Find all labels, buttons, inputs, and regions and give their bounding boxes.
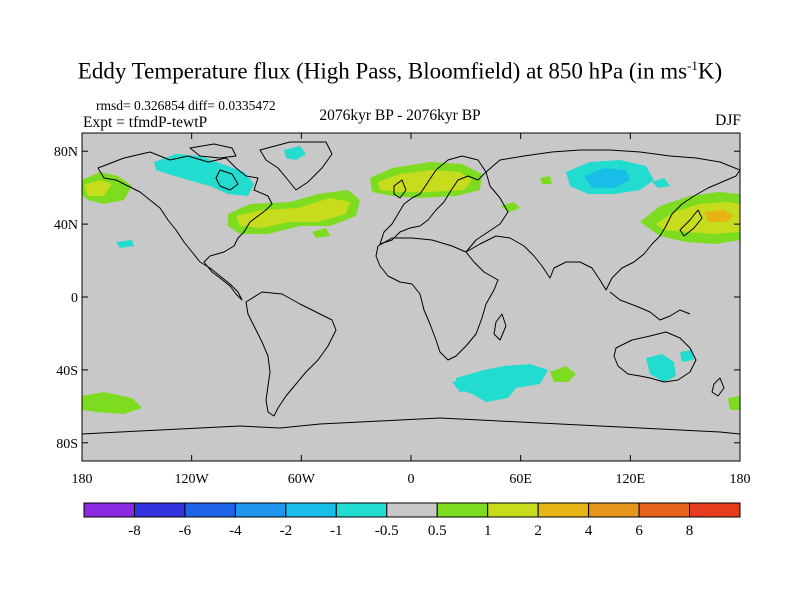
colorbar-swatch [588,502,640,518]
positive-region-southern-ocean-west [82,392,142,414]
colorbar-label: 2 [534,523,542,539]
coast-british-isles [393,179,407,199]
negative-region-south-indian [456,364,548,402]
lon-tick-label: 60E [509,472,532,487]
colorbar-label: -4 [229,523,242,539]
colorbar-label: -6 [179,523,192,539]
lon-tick-label: 180 [72,472,93,487]
colorbar-label: 0.5 [428,523,447,539]
coast-asia [465,149,740,291]
coastlines [82,141,740,435]
positive-region-east-asia-peak [704,210,734,222]
experiment-label: Expt = tfmdP-tewtP [83,114,208,131]
coast-australia [613,331,697,383]
colorbar-swatch [537,502,590,518]
negative-region-atlantic-small [116,240,134,248]
lat-tick-label: 40N [54,218,78,233]
lon-tick-label: 120E [616,472,646,487]
colorbar-label: 6 [635,523,643,539]
colorbar: -8 -6 -4 -2 -1 -0.5 0.5 1 2 4 6 8 [83,502,741,539]
map-title: Eddy Temperature flux (High Pass, Bloomf… [77,58,723,84]
negative-region-south-indian-2 [452,378,474,392]
coast-africa [375,237,499,361]
negative-region-tasman [680,350,694,362]
negative-region-siberia-core [584,168,630,188]
positive-region-small-3 [540,176,552,184]
positive-region-small-2 [312,228,330,238]
coast-madagascar [493,313,507,341]
colorbar-label: -2 [280,523,293,539]
coast-new-zealand [711,377,725,397]
lon-tick-label: 180 [730,472,751,487]
lon-tick-label: 60W [288,472,316,487]
positive-region-south-pacific-east [728,396,740,410]
coast-greenland [259,141,333,191]
coast-antarctica [82,417,740,435]
colorbar-swatch [386,502,438,518]
negative-region-north-america [154,154,254,196]
coast-arctic-islands [189,143,237,159]
colorbar-swatch [638,502,691,518]
axis-ticks: 80N 40N 0 40S 80S 180 120W 60W 0 60E 120E 180 [54,133,751,487]
coast-hudson-bay [215,169,239,191]
colorbar-swatch [487,502,539,518]
coast-south-america [245,291,337,417]
lat-tick-label: 40S [56,364,78,379]
positive-region-north-atlantic-core [236,198,350,228]
colorbar-swatch [436,502,489,518]
colorbar-label: -0.5 [375,523,399,539]
lat-tick-label: 80S [56,437,78,452]
positive-region-alaska-core [84,180,112,196]
colorbar-swatch [689,502,741,518]
colorbar-label: 4 [585,523,593,539]
period-label: 2076kyr BP - 2076kyr BP [319,107,481,124]
coast-japan [679,209,703,237]
lon-tick-label: 0 [408,472,415,487]
coast-southeast-asia [609,291,691,321]
colorbar-label: 1 [484,523,492,539]
negative-region-australia [646,354,676,382]
colorbar-label: -8 [128,523,141,539]
positive-region-small-1 [500,202,520,212]
negative-region-greenland [284,146,306,160]
positive-region-east-asia-core [656,202,740,234]
colorbar-swatch [285,502,337,518]
lon-tick-label: 120W [175,472,210,487]
lat-tick-label: 0 [71,291,78,306]
colorbar-swatch [335,502,388,518]
colorbar-swatch [184,502,236,518]
colorbar-swatch [83,502,135,518]
colorbar-swatch [133,502,186,518]
positive-region-europe-core [378,170,472,192]
negative-region-north-pacific-small [652,178,670,188]
positive-region-south-atlantic [550,366,576,382]
colorbar-swatch [234,502,287,518]
coast-north-america [97,151,273,301]
lat-tick-label: 80N [54,145,78,160]
anomaly-fields [82,146,740,414]
season-label: DJF [715,112,741,129]
stats-label: rmsd= 0.326854 diff= 0.0335472 [96,98,276,113]
colorbar-label: -1 [330,523,343,539]
colorbar-label: 8 [686,523,694,539]
